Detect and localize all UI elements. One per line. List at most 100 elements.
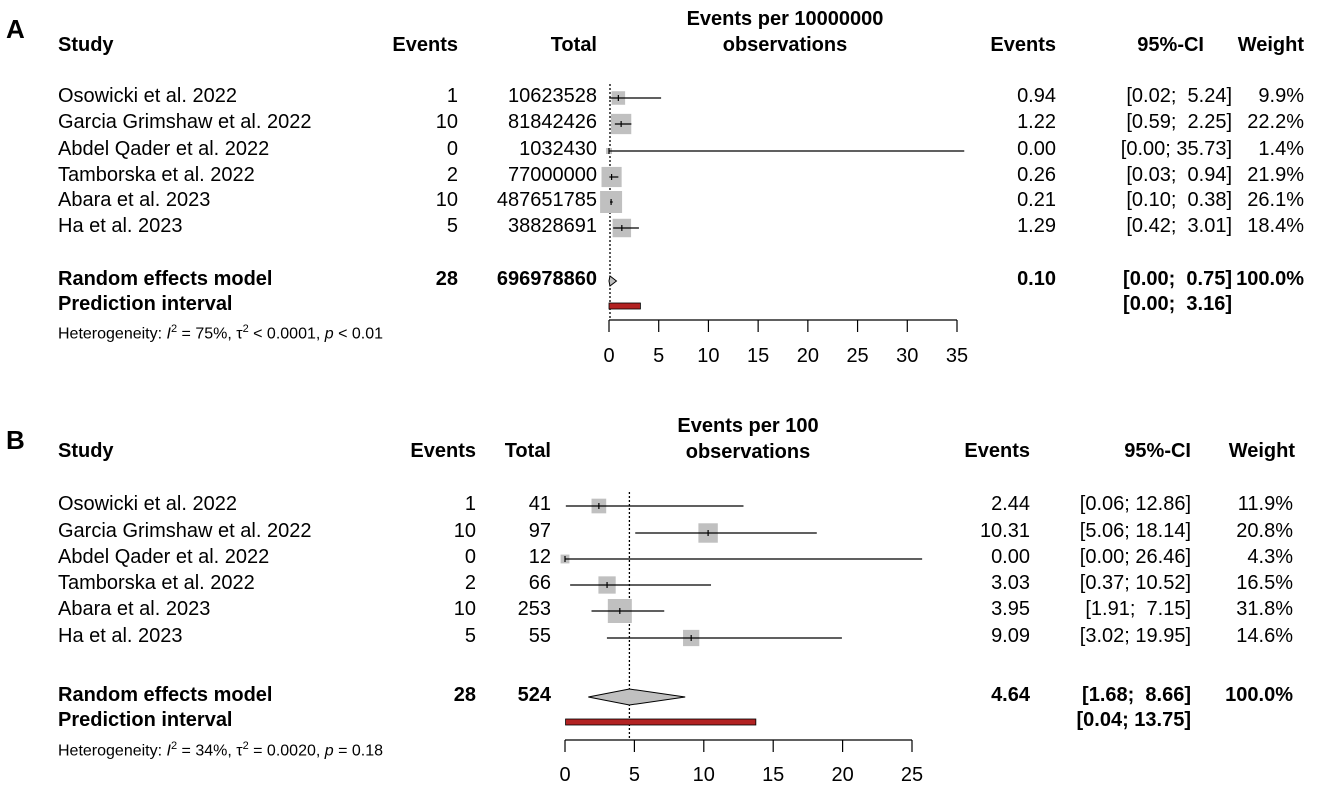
study-name: Tamborska et al. 2022 [58,164,255,186]
study-events: 5 [446,215,458,237]
forest-plot-area: 0 5 10 15 20 25 [559,492,923,786]
forest-plot-panel-b: B Study Events Total Events 95%-CI Weight Event… [0,395,1318,790]
study-name: Abdel Qader et al. 2022 [58,546,270,568]
study-events: 5 [464,625,476,647]
study-total: 1032430 [519,138,597,160]
study-name: Abdel Qader et al. 2022 [58,138,270,160]
study-ci: [0.59; 2.25] [1126,111,1232,133]
study-name: Garcia Grimshaw et al. 2022 [58,111,312,133]
heterogeneity-statistics: Heterogeneity: I2 = 75%, τ2 < 0.0001, p … [58,323,383,343]
heterogeneity-part: = 0.0020, [248,742,325,760]
random-effects-weight: 100.0% [1236,268,1304,290]
prediction-interval-ci: [0.00; 3.16] [1123,293,1232,315]
study-total: 81842426 [508,111,597,133]
panel-label: B [6,425,25,455]
x-axis-tick-label: 20 [831,764,853,786]
prediction-interval-label: Prediction interval [58,709,233,731]
study-estimate: 3.95 [991,598,1030,620]
random-effects-ci: [1.68; 8.66] [1082,684,1191,706]
random-effects-weight: 100.0% [1225,684,1293,706]
study-estimate: 0.00 [991,546,1030,568]
header-total: Total [550,34,597,56]
study-estimate: 9.09 [991,625,1030,647]
study-weight: 1.4% [1258,138,1304,160]
prediction-interval-bar [565,718,757,726]
study-events: 0 [464,546,476,568]
x-axis-tick-label: 0 [603,345,614,367]
heterogeneity-part: 2 [170,323,178,335]
heterogeneity-part: = 0.18 [333,742,384,760]
x-axis-label-line1: Events per 10000000 [686,8,884,30]
study-estimate: 0.00 [1017,138,1056,160]
study-estimate: 0.21 [1017,189,1056,211]
study-events: 1 [464,493,476,515]
random-effects-estimate: 4.64 [991,684,1030,706]
header-estimate: Events [990,34,1056,56]
study-estimate: 1.29 [1017,215,1056,237]
study-events: 0 [446,138,458,160]
prediction-interval-label: Prediction interval [58,293,233,315]
heterogeneity-part: < 0.0001, [248,325,325,343]
random-effects-events: 28 [435,268,458,290]
study-weight: 4.3% [1247,546,1293,568]
study-events: 1 [446,85,458,107]
study-name: Abara et al. 2023 [58,189,211,211]
heterogeneity-part: 2 [170,740,178,752]
study-events: 10 [435,111,458,133]
heterogeneity-part: p [324,325,334,343]
heterogeneity-part: Heterogeneity: [58,325,167,343]
prediction-interval-bar [608,302,641,310]
study-total: 12 [528,546,551,568]
study-weight: 9.9% [1258,85,1304,107]
header-total: Total [504,440,551,462]
random-effects-estimate: 0.10 [1017,268,1056,290]
study-ci: [0.02; 5.24] [1126,85,1232,107]
heterogeneity-part: = 34%, τ [177,742,243,760]
x-axis-tick-label: 0 [559,764,570,786]
header-events: Events [410,440,476,462]
forest-plot-area: 0 5 10 15 20 25 30 35 [600,84,968,367]
study-weight: 22.2% [1247,111,1304,133]
x-axis-tick-label: 35 [946,345,968,367]
forest-plot-panel-a: A Study Events Total Events 95%-CI Weight Event… [6,8,1304,367]
header-events: Events [392,34,458,56]
study-name: Ha et al. 2023 [58,625,183,647]
header-weight: Weight [1228,440,1295,462]
study-ci: [1.91; 7.15] [1085,598,1191,620]
study-ci: [0.03; 0.94] [1126,164,1232,186]
study-weight: 16.5% [1236,572,1293,594]
random-effects-diamond [608,275,618,287]
study-events: 10 [453,598,476,620]
heterogeneity-part: Heterogeneity: [58,742,167,760]
study-weight: 14.6% [1236,625,1293,647]
x-axis-tick-label: 20 [797,345,819,367]
study-events: 10 [453,520,476,542]
study-total: 41 [528,493,551,515]
study-ci: [0.42; 3.01] [1126,215,1232,237]
prediction-interval-ci: [0.04; 13.75] [1076,709,1191,731]
study-name: Osowicki et al. 2022 [58,493,237,515]
study-estimate: 2.44 [991,493,1030,515]
heterogeneity-part: I [166,742,171,760]
study-ci: [0.37; 10.52] [1079,572,1191,594]
study-name: Garcia Grimshaw et al. 2022 [58,520,312,542]
study-events: 10 [435,189,458,211]
random-effects-diamond [588,688,686,706]
random-effects-ci: [0.00; 0.75] [1123,268,1232,290]
study-ci: [5.06; 18.14] [1079,520,1191,542]
study-total: 97 [528,520,551,542]
x-axis-tick-label: 25 [846,345,868,367]
study-ci: [0.00; 35.73] [1120,138,1232,160]
study-estimate: 0.94 [1017,85,1056,107]
study-total: 38828691 [508,215,597,237]
study-ci: [3.02; 19.95] [1079,625,1191,647]
heterogeneity-part: 2 [242,740,249,752]
study-ci: [0.06; 12.86] [1079,493,1191,515]
panel-label: A [6,14,25,44]
study-total: 487651785 [496,189,597,211]
heterogeneity-part: 2 [242,323,249,335]
heterogeneity-part: < 0.01 [333,325,384,343]
x-axis-label-line1: Events per 100 [677,415,819,437]
study-events: 2 [464,572,476,594]
x-axis-tick-label: 30 [896,345,918,367]
